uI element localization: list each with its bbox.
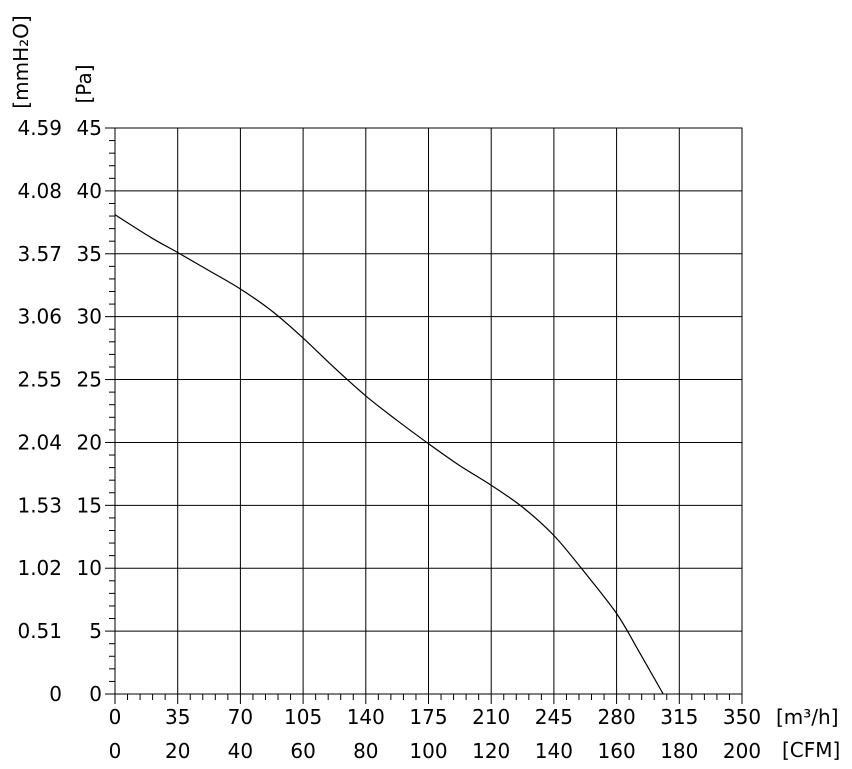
- x-tick-label-m3h: 315: [660, 705, 698, 729]
- y-tick-label-mmh2o: 2.04: [17, 430, 62, 454]
- x-tick-label-cfm: 60: [290, 739, 315, 763]
- pressure-flow-curve: [114, 214, 664, 695]
- y-tick-label-mmh2o: 0: [49, 682, 62, 706]
- y-tick-label-pa: 40: [77, 179, 102, 203]
- y-tick-label-mmh2o: 2.55: [17, 368, 62, 392]
- x-tick-label-cfm: 100: [409, 739, 447, 763]
- x-tick-label-cfm: 140: [535, 739, 573, 763]
- x-tick-label-m3h: 245: [535, 705, 573, 729]
- y-tick-label-mmh2o: 4.08: [17, 179, 62, 203]
- minor-ticks: [105, 127, 743, 704]
- x-tick-label-m3h: 210: [472, 705, 510, 729]
- y-tick-label-mmh2o: 4.59: [17, 116, 62, 140]
- x-tick-label-m3h: 105: [284, 705, 322, 729]
- y-primary-unit-label: [Pa]: [72, 64, 96, 103]
- y-tick-label-pa: 30: [77, 305, 102, 329]
- y-tick-label-pa: 10: [77, 556, 102, 580]
- x-tick-label-cfm: 80: [353, 739, 378, 763]
- curve-layer: [114, 214, 664, 695]
- y-tick-label-mmh2o: 1.02: [17, 556, 62, 580]
- x-tick-label-cfm: 0: [109, 739, 122, 763]
- x-tick-label-m3h: 280: [598, 705, 636, 729]
- x-tick-label-m3h: 140: [347, 705, 385, 729]
- y-tick-label-mmh2o: 1.53: [17, 493, 62, 517]
- x-tick-label-m3h: 175: [409, 705, 447, 729]
- tick-labels: 0035207040105601408017510021012024514028…: [17, 116, 761, 763]
- y-tick-label-mmh2o: 3.57: [17, 242, 62, 266]
- x-tick-label-m3h: 35: [165, 705, 190, 729]
- y-tick-label-pa: 35: [77, 242, 102, 266]
- y-tick-label-pa: 0: [89, 682, 102, 706]
- y-tick-label-pa: 45: [77, 116, 102, 140]
- x-tick-label-cfm: 20: [165, 739, 190, 763]
- grid-lines: [115, 128, 742, 694]
- x-tick-label-cfm: 200: [723, 739, 761, 763]
- y-secondary-unit-label: [mmH₂O]: [9, 15, 33, 108]
- x-tick-label-cfm: 40: [228, 739, 253, 763]
- y-tick-label-pa: 5: [89, 619, 102, 643]
- x-tick-label-m3h: 350: [723, 705, 761, 729]
- y-tick-label-pa: 25: [77, 368, 102, 392]
- y-tick-label-mmh2o: 3.06: [17, 305, 62, 329]
- x-tick-label-m3h: 70: [228, 705, 253, 729]
- y-tick-label-pa: 20: [77, 430, 102, 454]
- y-tick-label-mmh2o: 0.51: [17, 619, 62, 643]
- x-tick-label-cfm: 180: [660, 739, 698, 763]
- x-tick-label-cfm: 120: [472, 739, 510, 763]
- y-tick-label-pa: 15: [77, 493, 102, 517]
- x-tick-label-cfm: 160: [598, 739, 636, 763]
- x-primary-unit-label: [m³/h]: [776, 705, 839, 729]
- x-secondary-unit-label: [CFM]: [782, 738, 840, 762]
- x-tick-label-m3h: 0: [109, 705, 122, 729]
